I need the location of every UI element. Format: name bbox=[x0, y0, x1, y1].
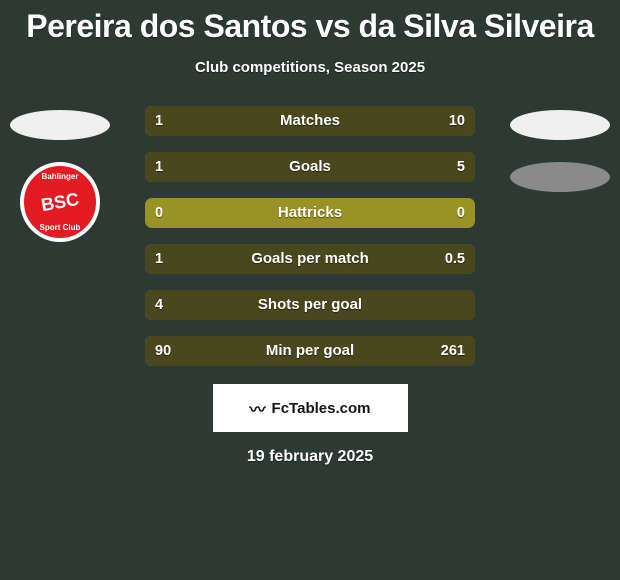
source-attribution: 〰 FcTables.com bbox=[213, 384, 408, 432]
bar-value-right: 10 bbox=[439, 106, 475, 136]
bar-value-right: 5 bbox=[447, 152, 475, 182]
stat-bars: Matches110Goals15Hattricks00Goals per ma… bbox=[145, 106, 475, 366]
bar-value-left: 0 bbox=[145, 198, 173, 228]
player-left-avatar-placeholder bbox=[10, 110, 110, 140]
club-logo-right-placeholder bbox=[510, 162, 610, 192]
bar-label: Goals per match bbox=[145, 244, 475, 274]
stat-bar-row: Goals1 5 bbox=[145, 152, 475, 182]
comparison-infographic: Pereira dos Santos vs da Silva Silveira … bbox=[0, 0, 620, 580]
source-icon: 〰 bbox=[250, 396, 266, 420]
player-right-column bbox=[510, 106, 610, 192]
bar-value-left: 1 bbox=[145, 244, 173, 274]
bar-label: Goals bbox=[145, 152, 475, 182]
bar-label: Hattricks bbox=[145, 198, 475, 228]
bar-value-left: 1 bbox=[145, 152, 173, 182]
source-text: FcTables.com bbox=[272, 400, 371, 417]
stat-bar-row: Matches1 10 bbox=[145, 106, 475, 136]
stat-bar-row: Shots per goal4 bbox=[145, 290, 475, 320]
club-abbrev: BSC bbox=[40, 191, 80, 214]
stat-bar-row: Hattricks0 0 bbox=[145, 198, 475, 228]
bar-value-left: 4 bbox=[145, 290, 173, 320]
club-text-bottom: Sport Club bbox=[40, 223, 81, 232]
page-title: Pereira dos Santos vs da Silva Silveira bbox=[0, 8, 620, 45]
bar-label: Min per goal bbox=[145, 336, 475, 366]
subtitle: Club competitions, Season 2025 bbox=[0, 59, 620, 76]
stats-area: Bahlinger BSC Sport Club Matches110Goals… bbox=[0, 106, 620, 366]
player-left-column: Bahlinger BSC Sport Club bbox=[10, 106, 110, 242]
bar-value-left: 90 bbox=[145, 336, 181, 366]
bar-value-left: 1 bbox=[145, 106, 173, 136]
player-right-avatar-placeholder bbox=[510, 110, 610, 140]
stat-bar-row: Goals per match1 0.5 bbox=[145, 244, 475, 274]
club-text-top: Bahlinger bbox=[42, 172, 79, 181]
bar-label: Matches bbox=[145, 106, 475, 136]
bar-value-right: 0 bbox=[447, 198, 475, 228]
bar-value-right: 0.5 bbox=[435, 244, 475, 274]
stat-bar-row: Min per goal90 261 bbox=[145, 336, 475, 366]
date-line: 19 february 2025 bbox=[0, 448, 620, 466]
bar-value-right: 261 bbox=[431, 336, 475, 366]
club-logo-left: Bahlinger BSC Sport Club bbox=[20, 162, 100, 242]
bar-label: Shots per goal bbox=[145, 290, 475, 320]
